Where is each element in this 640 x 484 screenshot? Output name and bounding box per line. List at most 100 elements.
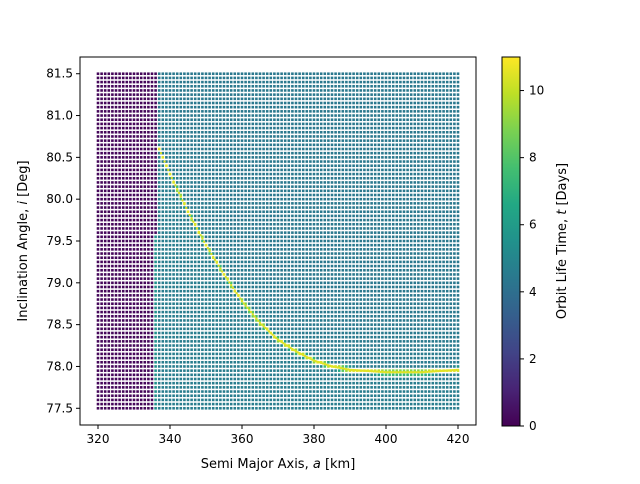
scatter-point [162,290,165,293]
scatter-point [140,261,143,264]
scatter-point [140,307,143,310]
scatter-point [302,148,305,151]
scatter-point [201,365,204,368]
scatter-point [100,215,103,218]
scatter-point [180,173,183,176]
scatter-point [295,173,298,176]
scatter-point [183,328,186,331]
scatter-point [97,139,100,142]
scatter-point [219,374,222,377]
scatter-point [230,206,233,209]
scatter-point [255,198,258,201]
scatter-point [176,85,179,88]
scatter-point [295,407,298,410]
scatter-point [129,282,132,285]
scatter-point [144,319,147,322]
scatter-point [226,382,229,385]
scatter-point [104,319,107,322]
scatter-point [309,93,312,96]
scatter-point [262,386,265,389]
scatter-point [208,127,211,130]
scatter-point [180,93,183,96]
scatter-point [158,252,161,255]
scatter-point [190,298,193,301]
scatter-point [183,336,186,339]
scatter-point [140,353,143,356]
scatter-point [270,344,273,347]
scatter-point [259,123,262,126]
scatter-point [262,148,265,151]
scatter-point [230,256,233,259]
scatter-point [280,139,283,142]
scatter-point [158,369,161,372]
scatter-point [237,357,240,360]
scatter-point [100,269,103,272]
scatter-point [316,261,319,264]
scatter-point [248,378,251,381]
scatter-point [97,344,100,347]
scatter-point [284,206,287,209]
scatter-point [295,277,298,280]
scatter-point [252,277,255,280]
scatter-point [316,357,319,360]
scatter-point [115,323,118,326]
scatter-point [219,298,222,301]
scatter-point [136,152,139,155]
scatter-point [190,282,193,285]
scatter-point [133,181,136,184]
scatter-point [172,336,175,339]
scatter-point [169,231,172,234]
scatter-point [306,390,309,393]
scatter-point [194,72,197,75]
scatter-point [302,77,305,80]
scatter-point [176,81,179,84]
scatter-point [273,319,276,322]
scatter-point [284,177,287,180]
scatter-point [234,89,237,92]
scatter-point [248,265,251,268]
scatter-point [158,269,161,272]
scatter-point [288,348,291,351]
scatter-point [136,127,139,130]
scatter-point [273,118,276,121]
scatter-point [104,265,107,268]
scatter-point [104,323,107,326]
scatter-point [306,248,309,251]
scatter-point [172,286,175,289]
scatter-point [104,102,107,105]
scatter-point [172,369,175,372]
scatter-point [104,85,107,88]
scatter-point [244,219,247,222]
scatter-point [306,210,309,213]
scatter-point [298,298,301,301]
scatter-point [205,378,208,381]
scatter-point [180,202,183,205]
scatter-point [244,256,247,259]
scatter-point [176,248,179,251]
scatter-point [309,315,312,318]
scatter-point [270,374,273,377]
scatter-point [216,348,219,351]
scatter-point [118,135,121,138]
scatter-point [226,236,229,239]
scatter-point [270,307,273,310]
scatter-point [252,290,255,293]
scatter-point [97,219,100,222]
scatter-point [237,273,240,276]
scatter-point [302,198,305,201]
scatter-point [122,169,125,172]
scatter-point [219,323,222,326]
scatter-point [280,403,283,406]
scatter-point [313,139,316,142]
scatter-point [118,144,121,147]
scatter-point [313,277,316,280]
scatter-point [273,390,276,393]
scatter-point [288,319,291,322]
scatter-point [266,336,269,339]
scatter-point [122,93,125,96]
scatter-point [306,139,309,142]
scatter-point [194,252,197,255]
scatter-point [230,315,233,318]
scatter-point [208,148,211,151]
scatter-point [284,98,287,101]
